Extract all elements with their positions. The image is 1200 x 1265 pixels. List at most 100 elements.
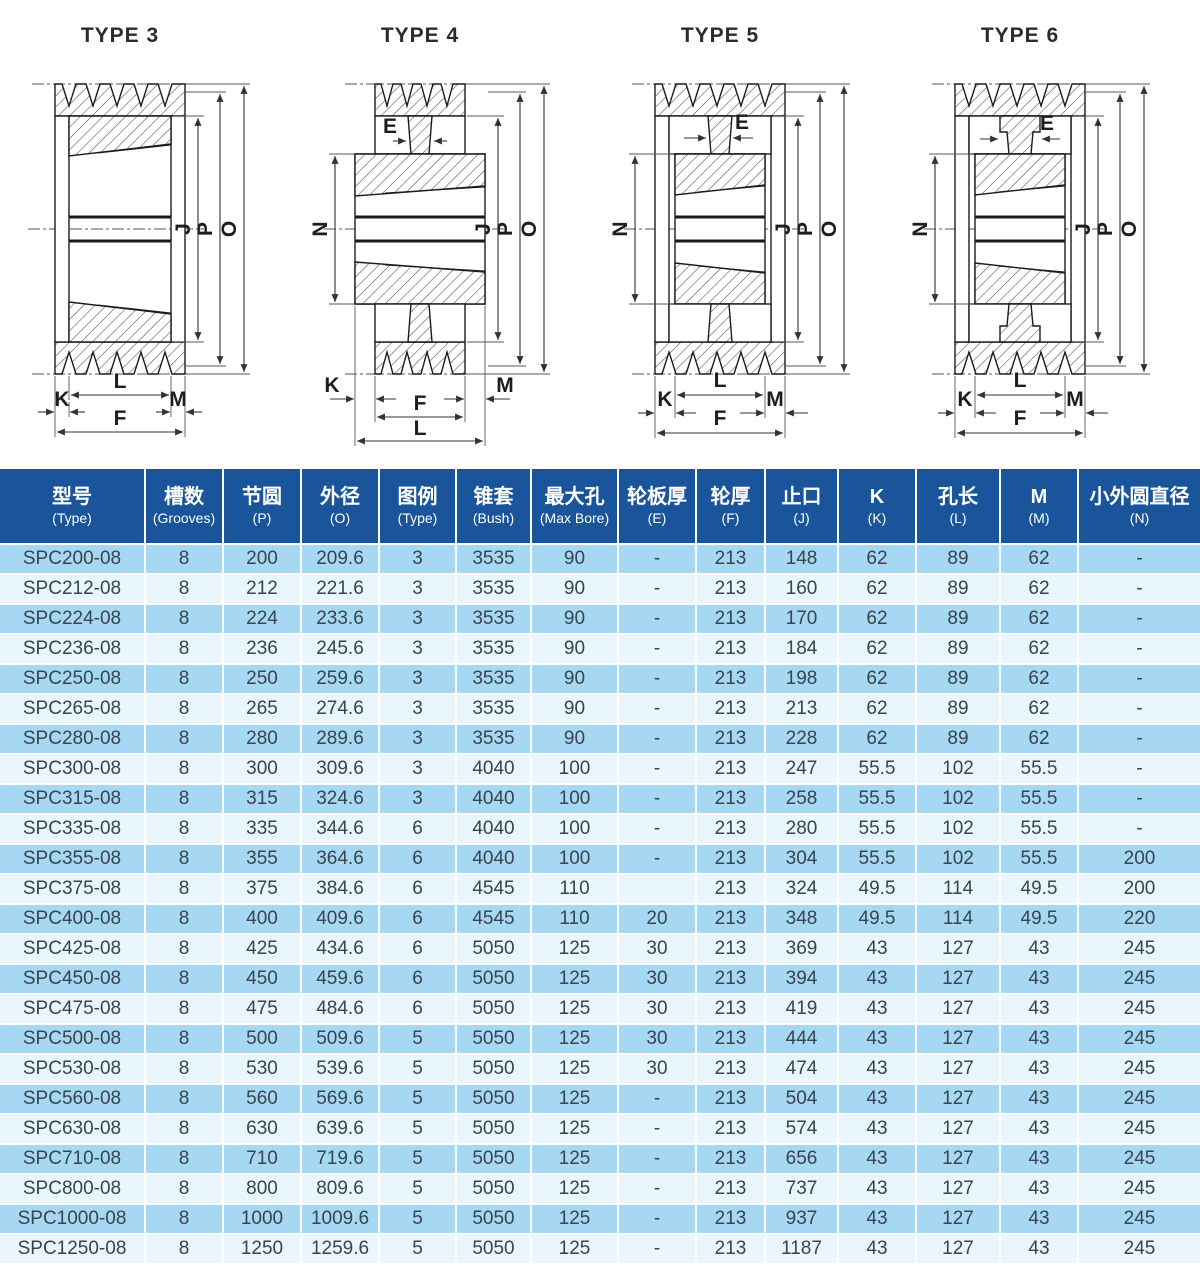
dim-label-k: K [54,388,69,411]
extension-lines [354,306,486,446]
column-header-en: (O) [329,510,351,526]
bore-lines [355,215,485,243]
table-row-SPC250-08: SPC250-08 8 250 259.6 3 3535 90-213 198 62 89 62- [0,664,1200,695]
table-cell: 639.6 [301,1114,380,1145]
lower-web [707,303,733,343]
table-cell: 300 [223,754,302,785]
table-row-SPC1250-08: SPC1250-08 8 1250 1259.6 5 5050 125-213 1187 43 1… [0,1234,1200,1265]
table-cell: 3 [379,664,457,695]
table-cell: SPC300-08 [0,754,146,785]
table-cell: 6 [379,934,457,965]
table-cell: 43 [838,1054,917,1085]
table-row-SPC375-08: SPC375-08 8 375 384.6 6 4545 110 213 324 49.5 114 4… [0,874,1200,905]
table-cell: SPC280-08 [0,724,146,755]
table-cell: 719.6 [301,1144,380,1175]
extension-lines [954,376,1086,438]
table-row-SPC280-08: SPC280-08 8 280 289.6 3 3535 90-213 228 62 89 62- [0,724,1200,755]
pulley-cross-section-type-6: TYPE 6 E N J P [909,24,1150,438]
table-cell: 30 [618,994,697,1025]
table-cell: 127 [916,994,1001,1025]
table-cell: 245 [1078,1084,1200,1115]
column-header-zh: M [1030,486,1048,508]
table-cell: 280 [223,724,302,755]
table-cell: - [618,1204,697,1235]
table-cell: 8 [145,694,224,725]
spec-table-head: 型号 (Type) 槽数 (Grooves) 节圆 (P) 外径 (O) 图例 (Type) 锥套 (… [0,469,1200,545]
table-cell: 62 [838,544,917,575]
column-header-4: 图例 (Type) [379,469,457,545]
table-cell: 89 [916,664,1001,695]
table-cell: 710 [223,1144,302,1175]
table-cell: 315 [223,784,302,815]
left-flange [654,115,670,343]
table-cell: 127 [916,1204,1001,1235]
table-cell: 55.5 [838,784,917,815]
table-cell: 114 [916,874,1001,905]
column-header-zh: 最大孔 [544,486,605,508]
table-cell: - [1078,544,1200,575]
table-cell: 43 [1000,1024,1079,1055]
table-cell: - [618,574,697,605]
table-cell: 5050 [456,1204,532,1235]
table-cell: 8 [145,1174,224,1205]
column-header-6: 最大孔 (Max Bore) [531,469,619,545]
table-cell: 213 [696,1204,766,1235]
dim-label-f: F [1014,407,1027,430]
table-cell: 245 [1078,994,1200,1025]
table-cell: 5 [379,1084,457,1115]
table-cell: 55.5 [838,814,917,845]
table-cell: 1250 [223,1234,302,1265]
table-cell: 160 [765,574,839,605]
table-cell: 3 [379,754,457,785]
table-cell: 125 [531,1234,619,1265]
table-cell: 43 [1000,1054,1079,1085]
table-cell: 484.6 [301,994,380,1025]
column-header-zh: 图例 [397,486,438,508]
table-cell: - [1078,814,1200,845]
table-cell: 474 [765,1054,839,1085]
taper-line [97,304,172,314]
column-header-en: (Type) [52,510,92,526]
table-cell: 245 [1078,1234,1200,1265]
table-cell: SPC335-08 [0,814,146,845]
table-cell: 213 [696,1174,766,1205]
dim-label-p: P [1094,222,1117,236]
table-cell: 125 [531,1144,619,1175]
table-cell: - [1078,574,1200,605]
taper-line [997,265,1066,273]
table-cell: 213 [696,844,766,875]
table-cell: 574 [765,1114,839,1145]
dim-label-n: N [609,221,632,236]
table-cell: 62 [1000,634,1079,665]
table-cell: 245 [1078,934,1200,965]
table-cell: - [618,1114,697,1145]
table-cell: - [1078,634,1200,665]
drawing-figure-type-6: TYPE 6 E N J P [900,0,1200,469]
table-row-SPC300-08: SPC300-08 8 300 309.6 3 4040 100-213 247 55.5 102… [0,754,1200,785]
table-cell: 5 [379,1024,457,1055]
dim-label-k: K [657,388,672,411]
table-cell: 1000 [223,1204,302,1235]
table-cell: 125 [531,1024,619,1055]
table-cell: 125 [531,934,619,965]
extension-lines [54,376,186,437]
table-cell: 100 [531,754,619,785]
table-cell: 5050 [456,964,532,995]
table-cell: 245 [1078,1174,1200,1205]
dim-label-o: O [218,221,241,237]
table-cell: SPC355-08 [0,844,146,875]
dim-label-j: J [1072,223,1095,235]
table-cell: 8 [145,754,224,785]
table-cell: 8 [145,724,224,755]
column-header-3: 外径 (O) [301,469,380,545]
table-cell: - [618,664,697,695]
table-cell: 530 [223,1054,302,1085]
top-groove-rim [654,83,786,117]
column-header-0: 型号 (Type) [0,469,146,545]
table-cell: 348 [765,904,839,935]
table-cell: 1187 [765,1234,839,1265]
table-cell: 5050 [456,1054,532,1085]
table-cell: 213 [696,1084,766,1115]
table-cell: 6 [379,964,457,995]
drawing-figure-type-5: TYPE 5 E N J P [600,0,900,469]
